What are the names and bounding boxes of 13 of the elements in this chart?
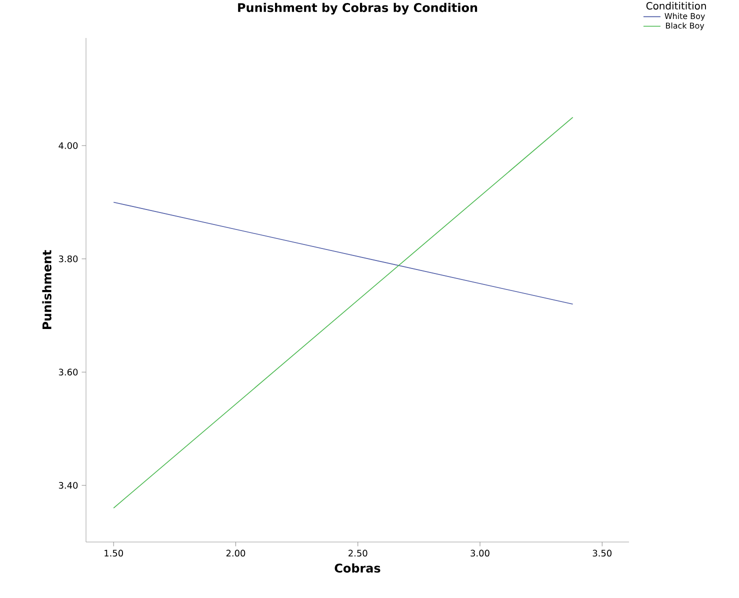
- x-axis-title: Cobras: [334, 563, 380, 573]
- x-tick-label: 3.50: [592, 550, 612, 557]
- chart-title: Punishment by Cobras by Condition: [238, 2, 478, 15]
- y-axis-title: Punishment: [42, 250, 52, 330]
- y-tick-label: 3.40: [58, 482, 78, 489]
- x-tick-label: 2.50: [348, 550, 368, 557]
- x-tick-label: 3.00: [470, 550, 490, 557]
- x-tick-label: 1.50: [104, 550, 123, 557]
- y-tick-label: 4.00: [58, 142, 78, 149]
- x-tick-label: 2.00: [226, 550, 246, 557]
- y-tick-label: 3.80: [58, 255, 78, 262]
- legend-title: Condititition: [646, 2, 706, 10]
- y-tick-label: 3.60: [58, 368, 78, 376]
